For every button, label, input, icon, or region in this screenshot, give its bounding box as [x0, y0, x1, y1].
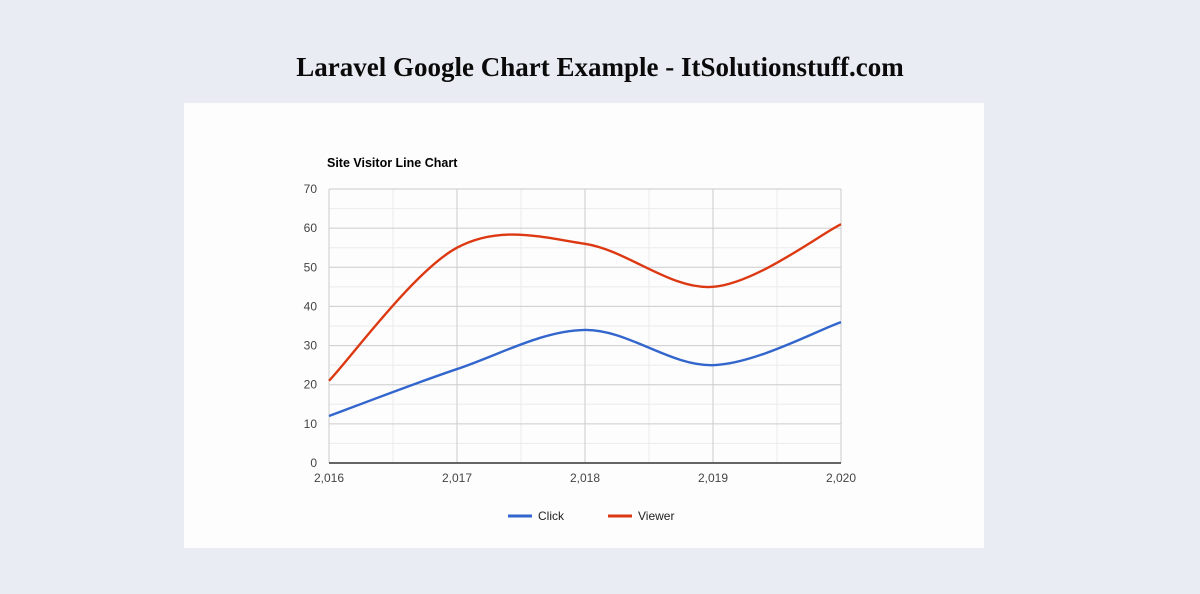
legend-item-click[interactable]: Click — [508, 509, 565, 523]
x-axis-tick-label: 2,020 — [826, 471, 856, 485]
series-line-click[interactable] — [328, 320, 842, 418]
y-axis-tick-label: 40 — [304, 299, 318, 313]
x-axis-tick-labels: 2,016 2,017 2,018 2,019 2,020 — [314, 471, 856, 485]
y-axis-tick-label: 60 — [304, 221, 318, 235]
y-axis-tick-label: 0 — [310, 456, 317, 470]
legend-label-click: Click — [538, 509, 565, 523]
x-axis-tick-label: 2,018 — [570, 471, 600, 485]
series-line-viewer[interactable] — [328, 223, 842, 382]
y-axis-tick-labels: 0 10 20 30 40 50 60 70 — [304, 182, 318, 470]
legend: Click Viewer — [508, 509, 674, 523]
x-axis-tick-label: 2,016 — [314, 471, 344, 485]
line-chart-svg[interactable]: 0 10 20 30 40 50 60 70 2,016 2,017 2,018 2,019 2,02… — [184, 103, 984, 548]
chart-title: Site Visitor Line Chart — [327, 156, 458, 170]
y-axis-tick-label: 10 — [304, 417, 318, 431]
x-axis-tick-label: 2,019 — [698, 471, 728, 485]
legend-label-viewer: Viewer — [638, 509, 674, 523]
series-lines[interactable] — [328, 223, 842, 418]
y-axis-tick-label: 30 — [304, 339, 318, 353]
legend-item-viewer[interactable]: Viewer — [608, 509, 674, 523]
y-axis-tick-label: 20 — [304, 378, 318, 392]
y-axis-tick-label: 70 — [304, 182, 318, 196]
x-axis-tick-label: 2,017 — [442, 471, 472, 485]
google-line-chart[interactable]: 0 10 20 30 40 50 60 70 2,016 2,017 2,018 2,019 2,02… — [184, 103, 984, 548]
chart-panel: 0 10 20 30 40 50 60 70 2,016 2,017 2,018 2,019 2,02… — [184, 103, 984, 548]
page-title: Laravel Google Chart Example - ItSolutio… — [296, 52, 904, 82]
y-axis-tick-label: 50 — [304, 260, 318, 274]
